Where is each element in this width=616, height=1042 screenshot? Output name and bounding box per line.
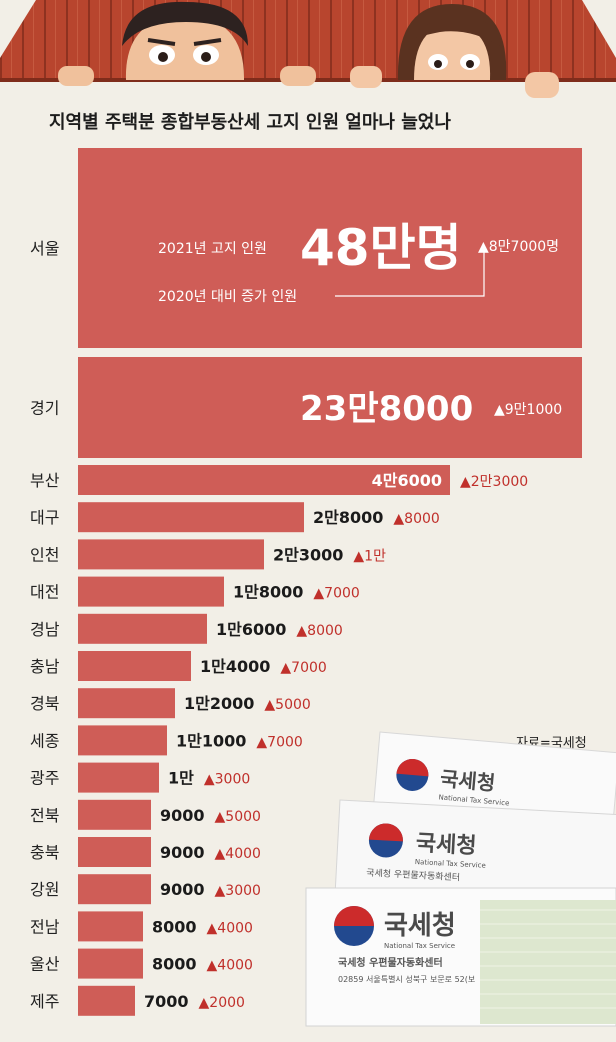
- legend-current-label: 2021년 고지 인원: [158, 241, 267, 257]
- increase-label: ▲5000: [264, 697, 310, 713]
- bar-14: [78, 911, 143, 942]
- bar-16: [78, 985, 135, 1016]
- envelope-logo-text: 국세청: [439, 766, 496, 795]
- envelope-sender: 국세청 우편물자동화센터: [338, 956, 443, 969]
- region-label: 전북: [30, 806, 59, 825]
- value-label: 2만8000: [313, 508, 383, 527]
- region-label: 경남: [30, 620, 60, 639]
- legend-increase-label: 2020년 대비 증가 인원: [158, 289, 297, 305]
- value-label: 1만: [168, 769, 194, 788]
- value-label: 7000: [144, 992, 189, 1011]
- region-label: 경기: [30, 399, 59, 418]
- fence-illustration: [0, 0, 616, 98]
- increase-label: ▲8000: [393, 511, 439, 527]
- chart-title: 지역별 주택분 종합부동산세 고지 인원 얼마나 늘었나: [49, 111, 451, 133]
- bar-3: [78, 502, 304, 533]
- region-label: 인천: [30, 545, 59, 564]
- region-label: 강원: [30, 880, 59, 899]
- bars-layer: [78, 148, 582, 1016]
- increase-label: ▲9만1000: [494, 402, 562, 418]
- region-label: 제주: [30, 992, 59, 1011]
- envelope-address: 02859 서울특별시 성북구 보문로 52(보: [338, 974, 475, 984]
- region-label: 대전: [30, 583, 59, 602]
- bar-4: [78, 539, 264, 570]
- envelope-illustration: 국세청 National Tax Service 국세청 우편물자동화센터 국세…: [305, 731, 616, 1027]
- region-label: 광주: [30, 769, 59, 788]
- increase-label: ▲5000: [215, 809, 261, 825]
- value-label: 48만명: [300, 219, 462, 277]
- envelope-logo-text: 국세청: [384, 911, 456, 941]
- region-label: 울산: [30, 955, 60, 974]
- increase-label: ▲1만: [353, 548, 386, 564]
- increase-label: ▲7000: [313, 586, 359, 602]
- bar-0: [78, 148, 582, 348]
- value-label: 1만1000: [176, 731, 246, 750]
- increase-label: ▲3000: [204, 772, 250, 788]
- bar-1: [78, 357, 582, 458]
- region-label: 충남: [30, 657, 60, 676]
- increase-label: ▲2만3000: [460, 474, 528, 490]
- bar-8: [78, 688, 175, 719]
- bar-10: [78, 762, 159, 793]
- envelope-logo-text: 국세청: [415, 831, 477, 859]
- envelope-stack-edges: [480, 900, 616, 1024]
- bar-6: [78, 613, 207, 644]
- value-label: 1만2000: [184, 694, 254, 713]
- value-label: 9000: [160, 843, 205, 862]
- increase-label: ▲4000: [207, 920, 253, 936]
- value-label: 9000: [160, 880, 205, 899]
- region-label: 부산: [30, 471, 60, 490]
- bar-15: [78, 948, 143, 979]
- value-label: 1만8000: [233, 583, 303, 602]
- bar-12: [78, 837, 151, 867]
- value-label: 23만8000: [300, 389, 473, 429]
- region-label: 대구: [30, 508, 59, 527]
- value-label: 2만3000: [273, 545, 343, 564]
- value-label: 9000: [160, 806, 205, 825]
- envelope-logo-en: National Tax Service: [415, 858, 486, 870]
- man-peeking-icon: [58, 1, 316, 86]
- increase-label: ▲4000: [215, 846, 261, 862]
- woman-peeking-icon: [350, 4, 559, 98]
- bar-13: [78, 874, 151, 905]
- increase-label: ▲4000: [207, 958, 253, 974]
- increase-label: ▲3000: [215, 883, 261, 899]
- annotation-connector: [335, 252, 485, 297]
- value-label: 1만6000: [216, 620, 286, 639]
- region-label: 서울: [30, 239, 59, 258]
- increase-label: ▲8000: [296, 623, 342, 639]
- increase-label: ▲7000: [256, 734, 302, 750]
- increase-label: ▲7000: [280, 660, 326, 676]
- increase-label: ▲8만7000명: [478, 239, 559, 255]
- value-label: 4만6000: [372, 471, 442, 490]
- seoul-annotations: 2021년 고지 인원 2020년 대비 증가 인원: [158, 241, 485, 305]
- envelope-logo-en: National Tax Service: [384, 942, 455, 950]
- value-label: 8000: [152, 955, 197, 974]
- region-label: 세종: [30, 731, 59, 750]
- bar-7: [78, 651, 191, 681]
- region-label: 전남: [30, 917, 60, 936]
- value-label: 8000: [152, 917, 197, 936]
- increase-label: ▲2000: [199, 995, 245, 1011]
- value-label: 1만4000: [200, 657, 270, 676]
- region-label: 경북: [30, 694, 59, 713]
- bar-2: [78, 465, 450, 495]
- bar-9: [78, 725, 167, 756]
- region-label: 충북: [30, 843, 59, 862]
- bar-5: [78, 576, 224, 607]
- bar-11: [78, 799, 151, 830]
